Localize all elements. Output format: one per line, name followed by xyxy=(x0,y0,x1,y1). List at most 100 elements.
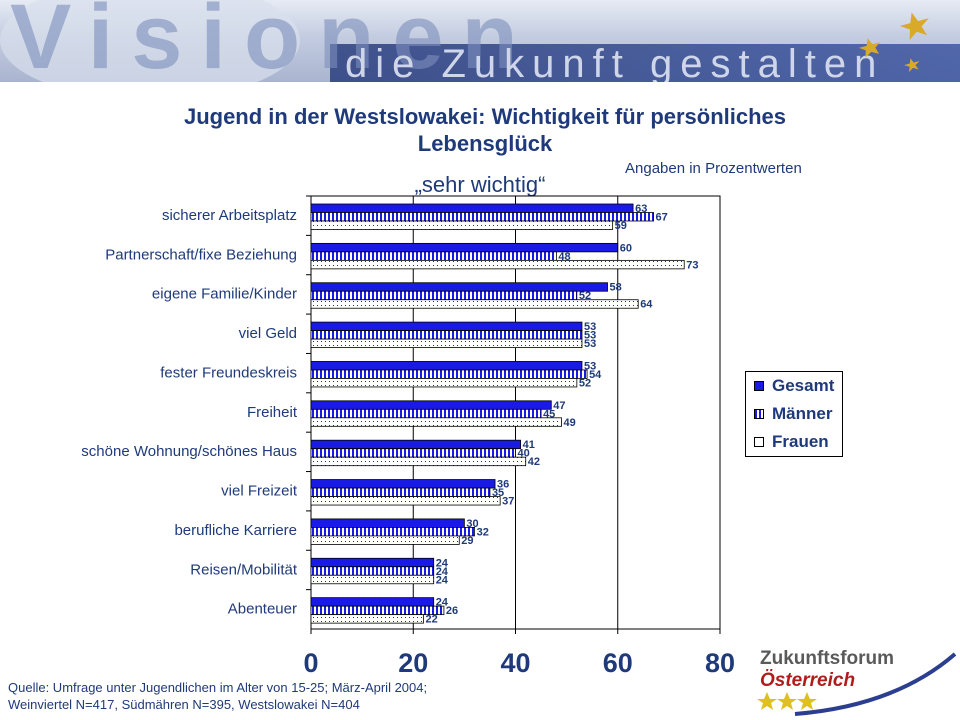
bar-mnner xyxy=(310,487,491,497)
bar-frauen xyxy=(310,338,583,348)
banner-big-word: Visionen xyxy=(10,0,536,82)
legend-swatch-solid xyxy=(754,381,764,391)
bar-gesamt xyxy=(310,361,583,371)
logo-swoosh xyxy=(757,652,957,716)
value-label: 26 xyxy=(446,605,458,617)
bar-mnner xyxy=(310,369,588,379)
value-label: 40 xyxy=(518,448,530,460)
bar-mnner xyxy=(310,290,578,301)
bar-frauen xyxy=(310,574,435,585)
value-label: 24 xyxy=(436,557,449,569)
bar-gesamt xyxy=(310,597,435,607)
value-label: 53 xyxy=(584,360,596,372)
unit-note: Angaben in Prozentwerten xyxy=(625,160,802,177)
legend-label: Männer xyxy=(772,404,833,423)
chart-title-line2: Lebensglück xyxy=(417,131,553,156)
value-label: 22 xyxy=(425,614,437,626)
value-label: 53 xyxy=(584,330,596,342)
category-label: Reisen/Mobilität xyxy=(190,561,298,578)
bar-mnner xyxy=(310,605,445,616)
logo-text-line2: Österreich xyxy=(760,670,856,691)
bar-frauen xyxy=(310,496,501,506)
category-label: Freiheit xyxy=(247,404,298,421)
bar-mnner xyxy=(310,251,557,261)
value-label: 30 xyxy=(466,518,478,530)
legend-label: Gesamt xyxy=(772,376,835,395)
banner-tagline: die Zukunft gestalten xyxy=(345,42,884,82)
bar-mnner xyxy=(310,566,435,576)
star-icons xyxy=(858,12,929,73)
value-label: 36 xyxy=(497,479,509,491)
bar-gesamt xyxy=(310,479,496,489)
value-label: 64 xyxy=(640,299,653,311)
source-note: Quelle: Umfrage unter Jugendlichen im Al… xyxy=(8,679,427,713)
value-label: 63 xyxy=(635,203,647,215)
value-label: 24 xyxy=(436,566,449,578)
zukunftsforum-logo: Zukunftsforum Österreich xyxy=(755,642,960,720)
value-label: 52 xyxy=(579,377,591,389)
chart-title-line1: Jugend in der Westslowakei: Wichtigkeit … xyxy=(183,104,787,129)
category-label: viel Geld xyxy=(239,325,297,342)
value-label: 67 xyxy=(656,212,668,224)
bar-mnner xyxy=(310,448,516,458)
category-label: eigene Familie/Kinder xyxy=(152,286,297,303)
header-banner: Visionen die Zukunft gestalten xyxy=(0,0,960,82)
x-tick-label: 20 xyxy=(398,648,428,678)
x-tick-label: 60 xyxy=(603,648,633,678)
bar-gesamt xyxy=(310,400,552,410)
value-label: 48 xyxy=(558,251,570,263)
bar-gesamt xyxy=(310,518,465,528)
bar-gesamt xyxy=(310,439,522,450)
value-label: 24 xyxy=(436,597,449,609)
bar-frauen xyxy=(310,535,460,545)
bar-frauen xyxy=(310,378,578,388)
value-label: 41 xyxy=(523,439,535,451)
bar-gesamt xyxy=(310,557,435,568)
bar-mnner xyxy=(310,408,542,419)
bar-frauen xyxy=(310,614,424,624)
value-label: 37 xyxy=(502,496,514,508)
value-label: 32 xyxy=(477,526,489,538)
bar-frauen xyxy=(310,417,562,427)
x-tick-label: 40 xyxy=(500,648,530,678)
banner-graphic: Visionen die Zukunft gestalten xyxy=(0,0,960,82)
source-line1: Quelle: Umfrage unter Jugendlichen im Al… xyxy=(8,680,428,695)
value-label: 47 xyxy=(553,400,565,412)
bar-gesamt xyxy=(310,282,608,292)
category-label: Abenteuer xyxy=(228,601,297,618)
value-label: 29 xyxy=(461,535,473,547)
value-label: 53 xyxy=(584,338,596,350)
legend-item-gesamt: Gesamt xyxy=(754,375,834,397)
bar-gesamt xyxy=(310,321,583,331)
legend-item-maenner: Männer xyxy=(754,403,832,425)
value-label: 52 xyxy=(579,290,591,302)
value-label: 60 xyxy=(620,242,632,254)
bar-gesamt xyxy=(310,203,634,213)
bar-frauen xyxy=(310,456,527,467)
value-label: 58 xyxy=(610,282,622,294)
bar-mnner xyxy=(310,527,476,537)
value-label: 73 xyxy=(686,259,698,271)
value-label: 45 xyxy=(543,408,555,420)
bar-frauen xyxy=(310,299,639,309)
value-label: 53 xyxy=(584,321,596,333)
bar-mnner xyxy=(310,212,654,222)
logo-text-line1: Zukunftsforum xyxy=(760,648,895,669)
source-line2: Weinviertel N=417, Südmähren N=395, West… xyxy=(8,697,360,712)
value-label: 42 xyxy=(528,456,540,468)
x-tick-label: 0 xyxy=(303,648,318,678)
value-label: 59 xyxy=(615,220,627,232)
bar-frauen xyxy=(310,259,685,270)
value-label: 49 xyxy=(564,417,576,429)
legend-swatch-stripes xyxy=(754,409,764,419)
x-tick-label: 80 xyxy=(705,648,735,678)
category-label: fester Freundeskreis xyxy=(160,364,297,381)
chart-subtitle: „sehr wichtig“ xyxy=(414,172,546,197)
bar-mnner xyxy=(310,330,583,340)
category-label: viel Freizeit xyxy=(221,483,298,500)
category-label: berufliche Karriere xyxy=(174,522,297,539)
legend-label: Frauen xyxy=(772,432,829,451)
category-label: sicherer Arbeitsplatz xyxy=(162,207,297,224)
chart-legend: Gesamt Männer Frauen xyxy=(745,371,843,457)
